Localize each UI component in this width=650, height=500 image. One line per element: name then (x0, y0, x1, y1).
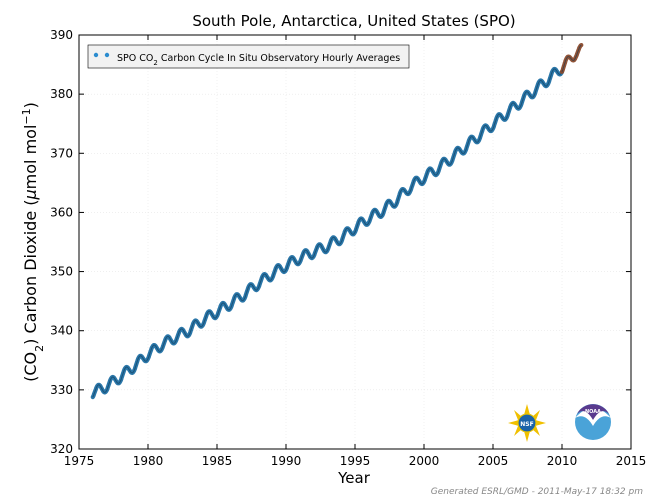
chart-title: South Pole, Antarctica, United States (S… (192, 12, 515, 30)
noaa-label: NOAA (585, 409, 601, 415)
series-line (561, 44, 582, 72)
footer-note: Generated ESRL/GMD - 2011-May-17 18:32 p… (431, 487, 643, 497)
y-tick-label: 340 (50, 324, 73, 338)
grid (79, 35, 631, 449)
legend-box (87, 44, 410, 69)
data-series (90, 43, 584, 400)
x-tick-label: 1980 (133, 454, 164, 468)
nsf-globe (517, 413, 537, 433)
series-band (90, 66, 565, 400)
legend-label: SPO CO2 Carbon Cycle In Situ Observatory… (117, 53, 400, 67)
x-axis-label: Year (337, 469, 371, 487)
x-tick-label: 1990 (271, 454, 302, 468)
x-tick-label: 2000 (409, 454, 440, 468)
y-tick-label: 390 (50, 28, 73, 42)
legend: SPO CO2 Carbon Cycle In Situ Observatory… (87, 44, 410, 69)
y-tick-label: 330 (50, 383, 73, 397)
y-tick-label: 360 (50, 205, 73, 219)
y-tick-label: 370 (50, 146, 73, 160)
x-tick-label: 2005 (478, 454, 509, 468)
series-1 (90, 66, 565, 400)
y-axis-label: (CO2) Carbon Dioxide (μmol mol−1) (20, 102, 46, 382)
noaa-top (577, 404, 609, 420)
noaa-logo: NOAA (575, 404, 611, 440)
legend-marker-2 (104, 52, 110, 58)
x-tick-label: 1985 (202, 454, 233, 468)
x-tick-label: 2010 (547, 454, 578, 468)
series-2 (559, 43, 584, 74)
x-tick-label: 1975 (64, 454, 95, 468)
x-tick-label: 2015 (616, 454, 647, 468)
axes: 1975 1980 1985 1990 1995 2000 2005 2010 2015 320 3… (50, 28, 646, 468)
nsf-logo: NSF (508, 404, 546, 442)
y-tick-label: 320 (50, 442, 73, 456)
legend-marker-1 (93, 52, 99, 58)
nsf-label: NSF (520, 421, 533, 428)
y-tick-label: 350 (50, 265, 73, 279)
x-tick-label: 1995 (340, 454, 371, 468)
y-tick-label: 380 (50, 87, 73, 101)
series-line (92, 68, 563, 398)
